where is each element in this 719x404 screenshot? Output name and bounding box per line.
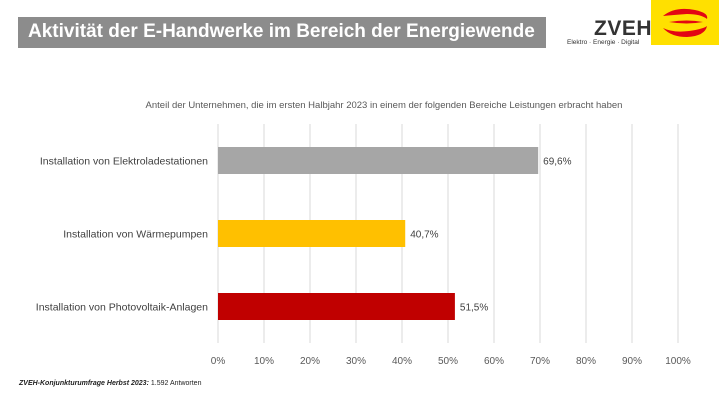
bar [218,220,406,247]
category-label: Installation von Wärmepumpen [63,229,208,241]
page-title: Aktivität der E-Handwerke im Bereich der… [28,21,535,42]
footer-source-bold: ZVEH-Konjunkturumfrage Herbst 2023: [19,380,149,387]
x-tick-label: 80% [576,356,596,367]
footer-source-rest: 1.592 Antworten [148,380,202,387]
zveh-logo-tagline: Elektro · Energie · Digital [567,39,640,46]
zveh-logo-icon [651,0,719,45]
x-axis-ticks: 0% 10% 20% 30% 40% 50% 60% 70% 80% 90% 100% [211,356,691,367]
x-tick-label: 50% [438,356,458,367]
x-tick-label: 30% [346,356,366,367]
x-tick-label: 100% [665,356,691,367]
x-tick-label: 40% [392,356,412,367]
bars: 69,6% 40,7% 51,5% [218,147,572,320]
bar [218,147,539,174]
category-label: Installation von Elektroladestationen [40,156,208,168]
x-tick-label: 20% [300,356,320,367]
x-tick-label: 0% [211,356,226,367]
data-label: 69,6% [543,157,571,168]
x-tick-label: 60% [484,356,504,367]
title-bar: Aktivität der E-Handwerke im Bereich der… [18,17,546,48]
footer-source: ZVEH-Konjunkturumfrage Herbst 2023: 1.59… [19,380,201,387]
category-label: Installation von Photovoltaik-Anlagen [36,302,208,314]
x-tick-label: 10% [254,356,274,367]
category-labels: Installation von Elektroladestationen Ins… [36,156,208,314]
x-tick-label: 90% [622,356,642,367]
bar [218,293,455,320]
data-label: 40,7% [410,230,438,241]
chart-subtitle: Anteil der Unternehmen, die im ersten Ha… [146,100,623,111]
data-label: 51,5% [460,303,488,314]
zveh-logo-text: ZVEH [594,17,653,40]
x-tick-label: 70% [530,356,550,367]
